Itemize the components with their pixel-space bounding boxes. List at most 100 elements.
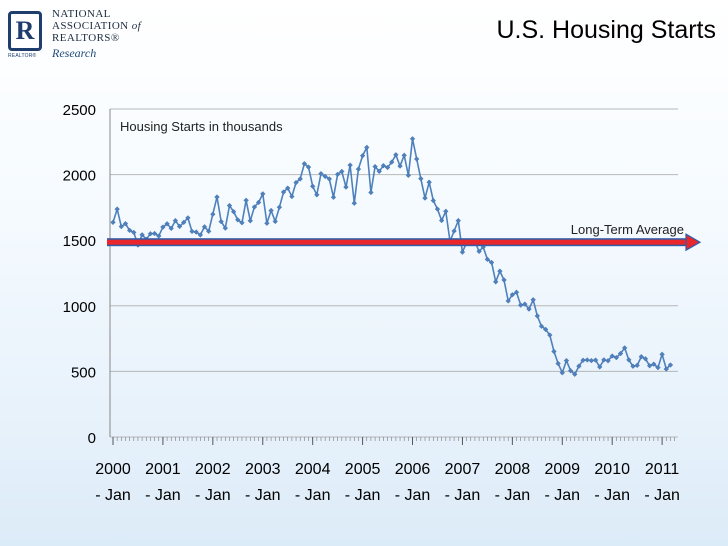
logo-line-2: ASSOCIATION of xyxy=(52,20,141,32)
x-tick-label-month: - Jan xyxy=(495,487,531,504)
data-point xyxy=(393,152,399,158)
data-point xyxy=(214,194,220,200)
data-point xyxy=(530,297,536,303)
data-point xyxy=(131,229,137,236)
y-tick-label-2000: 2000 xyxy=(63,168,96,185)
data-point xyxy=(139,232,145,238)
data-point xyxy=(222,225,229,231)
data-point xyxy=(372,163,378,170)
data-point xyxy=(384,164,391,171)
data-point xyxy=(239,220,245,226)
data-point xyxy=(276,204,283,210)
x-tick-label-year: 2010 xyxy=(594,461,630,478)
x-tick-label-month: - Jan xyxy=(295,487,331,504)
x-tick-label-month: - Jan xyxy=(145,487,181,504)
data-point xyxy=(210,211,216,217)
data-point xyxy=(301,161,308,167)
data-point xyxy=(380,162,387,169)
chart-subtitle: Housing Starts in thousands xyxy=(120,119,283,134)
x-tick-label-month: - Jan xyxy=(395,487,431,504)
data-point xyxy=(617,350,624,357)
data-point xyxy=(309,183,316,189)
y-tick-label-1500: 1500 xyxy=(63,233,96,250)
data-point xyxy=(551,348,557,355)
x-tick-label-year: 2006 xyxy=(395,461,431,478)
data-point xyxy=(181,219,187,226)
data-point xyxy=(534,313,541,319)
data-point xyxy=(268,207,274,214)
x-tick-label-year: 2000 xyxy=(95,461,131,478)
x-tick-label-month: - Jan xyxy=(644,487,680,504)
data-point xyxy=(505,298,511,304)
data-point xyxy=(484,256,491,263)
x-axis-ticks: 2000 - Jan 2001 - Jan 2002 - Jan 2003 - Jan 2004… xyxy=(95,437,680,504)
data-point xyxy=(497,268,503,274)
data-point xyxy=(559,370,565,376)
data-point xyxy=(322,173,328,180)
data-point xyxy=(634,362,640,369)
data-point xyxy=(555,360,561,367)
data-point xyxy=(364,144,370,151)
data-point xyxy=(605,358,611,364)
data-point xyxy=(189,228,195,235)
x-tick-label-month: - Jan xyxy=(594,487,630,504)
data-point xyxy=(339,168,345,175)
data-point xyxy=(197,232,204,238)
x-tick-label-month: - Jan xyxy=(95,487,131,504)
data-point xyxy=(513,289,520,295)
data-point xyxy=(280,189,287,195)
data-point xyxy=(443,208,449,215)
data-point xyxy=(343,184,349,190)
average-line-fill xyxy=(107,239,688,245)
data-point xyxy=(430,197,437,204)
data-point xyxy=(426,179,432,185)
data-point xyxy=(193,229,199,235)
data-point xyxy=(655,364,661,371)
data-point xyxy=(609,353,615,359)
logo-wordmark: NATIONAL ASSOCIATION of REALTORS® xyxy=(52,8,141,44)
data-point xyxy=(451,228,457,234)
data-point xyxy=(110,219,116,226)
data-point xyxy=(334,171,341,178)
x-tick-label-year: 2002 xyxy=(195,461,231,478)
data-point xyxy=(626,357,632,363)
average-arrowhead-icon xyxy=(685,233,702,252)
data-point xyxy=(488,259,495,266)
data-point xyxy=(243,197,249,203)
data-point xyxy=(226,202,233,209)
data-point xyxy=(376,168,382,175)
x-tick-label-year: 2009 xyxy=(544,461,580,478)
data-point xyxy=(359,153,366,159)
data-point xyxy=(351,200,357,206)
realtor-r-logo-icon: R xyxy=(8,11,42,51)
data-point xyxy=(542,326,549,333)
data-point xyxy=(572,371,578,377)
data-point xyxy=(663,366,669,372)
logo-line-3: REALTORS® xyxy=(52,32,120,44)
x-tick-label-year: 2007 xyxy=(445,461,481,478)
data-point xyxy=(613,354,620,361)
nar-logo: R REALTOR® NATIONAL ASSOCIATION of REALT… xyxy=(8,8,168,70)
data-point xyxy=(646,363,653,369)
data-point xyxy=(418,175,424,182)
data-point xyxy=(567,368,574,374)
data-point xyxy=(580,357,586,363)
y-axis-ticks: 0 500 1000 1500 2000 2500 xyxy=(63,102,96,447)
x-tick-label-year: 2008 xyxy=(495,461,531,478)
data-point xyxy=(592,357,599,363)
data-point xyxy=(434,206,441,212)
data-point xyxy=(147,231,154,237)
data-point xyxy=(517,302,524,308)
data-point xyxy=(118,223,125,230)
data-point xyxy=(659,351,665,358)
data-point xyxy=(264,220,270,226)
data-point xyxy=(642,356,649,362)
data-point xyxy=(509,292,516,298)
data-point xyxy=(272,218,278,225)
data-point xyxy=(260,191,266,197)
y-tick-label-500: 500 xyxy=(71,364,96,381)
logo-mark-letter: R xyxy=(15,16,35,45)
data-point xyxy=(164,221,170,227)
data-point xyxy=(230,209,237,215)
data-point xyxy=(305,164,312,170)
